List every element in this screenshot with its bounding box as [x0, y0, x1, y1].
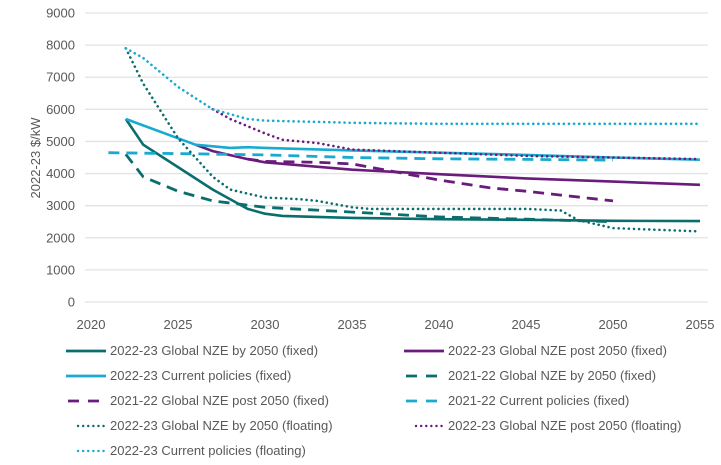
- legend-label: 2022-23 Global NZE by 2050 (fixed): [110, 343, 319, 358]
- legend-item: 2021-22 Global NZE by 2050 (fixed): [402, 363, 714, 388]
- legend-item: 2022-23 Global NZE by 2050 (fixed): [64, 338, 402, 363]
- x-tick-label: 2025: [164, 317, 193, 332]
- legend-item: 2022-23 Global NZE post 2050 (floating): [402, 413, 714, 438]
- legend-swatch: [76, 449, 108, 452]
- y-tick-label: 9000: [46, 6, 75, 21]
- legend-label: 2022-23 Global NZE by 2050 (floating): [110, 418, 333, 433]
- series-lines: [108, 46, 702, 233]
- legend-label: 2021-22 Global NZE by 2050 (fixed): [448, 368, 657, 383]
- series-line-8: [211, 108, 702, 161]
- series-line-1: [124, 118, 701, 223]
- x-tick-label: 2040: [425, 317, 454, 332]
- legend-item: 2022-23 Global NZE post 2050 (fixed): [402, 338, 714, 363]
- y-tick-label: 8000: [46, 38, 75, 53]
- legend-swatch: [66, 349, 106, 352]
- legend-swatch: [414, 424, 446, 427]
- legend-swatch: [406, 399, 446, 402]
- legend-label: 2021-22 Global NZE post 2050 (fixed): [110, 393, 329, 408]
- legend-item: 2021-22 Global NZE post 2050 (fixed): [64, 388, 402, 413]
- line-chart: 0 1000 2000 3000 4000 5000 6000 7000 8000 9000 20…: [28, 6, 715, 333]
- series-line-2: [194, 143, 701, 187]
- legend-item: 2022-23 Current policies (floating): [64, 438, 402, 463]
- y-tick-label: 6000: [46, 102, 75, 117]
- y-tick-label: 2000: [46, 230, 75, 245]
- legend-label: 2022-23 Current policies (floating): [110, 443, 306, 458]
- legend-item: 2021-22 Current policies (fixed): [402, 388, 714, 413]
- legend-label: 2021-22 Current policies (fixed): [448, 393, 630, 408]
- legend-swatch: [66, 374, 106, 377]
- x-tick-label: 2035: [338, 317, 367, 332]
- series-line-3: [125, 117, 701, 161]
- legend-swatch: [76, 424, 108, 427]
- y-axis-title: 2022-23 $/kW: [28, 117, 43, 199]
- x-tick-label: 2050: [599, 317, 628, 332]
- series-line-4: [124, 153, 614, 224]
- series-line-9: [124, 46, 702, 126]
- y-axis-ticks: 0 1000 2000 3000 4000 5000 6000 7000 8000 9000: [46, 6, 75, 310]
- legend-swatch: [404, 349, 444, 352]
- x-tick-label: 2030: [251, 317, 280, 332]
- y-tick-label: 0: [68, 295, 75, 310]
- x-tick-label: 2020: [77, 317, 106, 332]
- legend-label: 2022-23 Global NZE post 2050 (floating): [448, 418, 682, 433]
- legend: 2022-23 Global NZE by 2050 (fixed) 2022-2…: [64, 338, 714, 463]
- legend-label: 2022-23 Global NZE post 2050 (fixed): [448, 343, 667, 358]
- series-line-6: [108, 151, 614, 162]
- y-tick-label: 5000: [46, 134, 75, 149]
- x-tick-label: 2055: [686, 317, 715, 332]
- legend-item: 2022-23 Global NZE by 2050 (floating): [64, 413, 402, 438]
- legend-item: 2022-23 Current policies (fixed): [64, 363, 402, 388]
- legend-label: 2022-23 Current policies (fixed): [110, 368, 292, 383]
- y-tick-label: 3000: [46, 198, 75, 213]
- y-tick-label: 4000: [46, 166, 75, 181]
- y-tick-label: 7000: [46, 70, 75, 85]
- legend-swatch: [68, 399, 108, 402]
- y-tick-label: 1000: [46, 262, 75, 277]
- x-tick-label: 2045: [512, 317, 541, 332]
- series-line-7: [124, 46, 702, 233]
- legend-swatch: [406, 374, 446, 377]
- x-axis-ticks: 2020 2025 2030 2035 2040 2045 2050 2055: [77, 317, 715, 332]
